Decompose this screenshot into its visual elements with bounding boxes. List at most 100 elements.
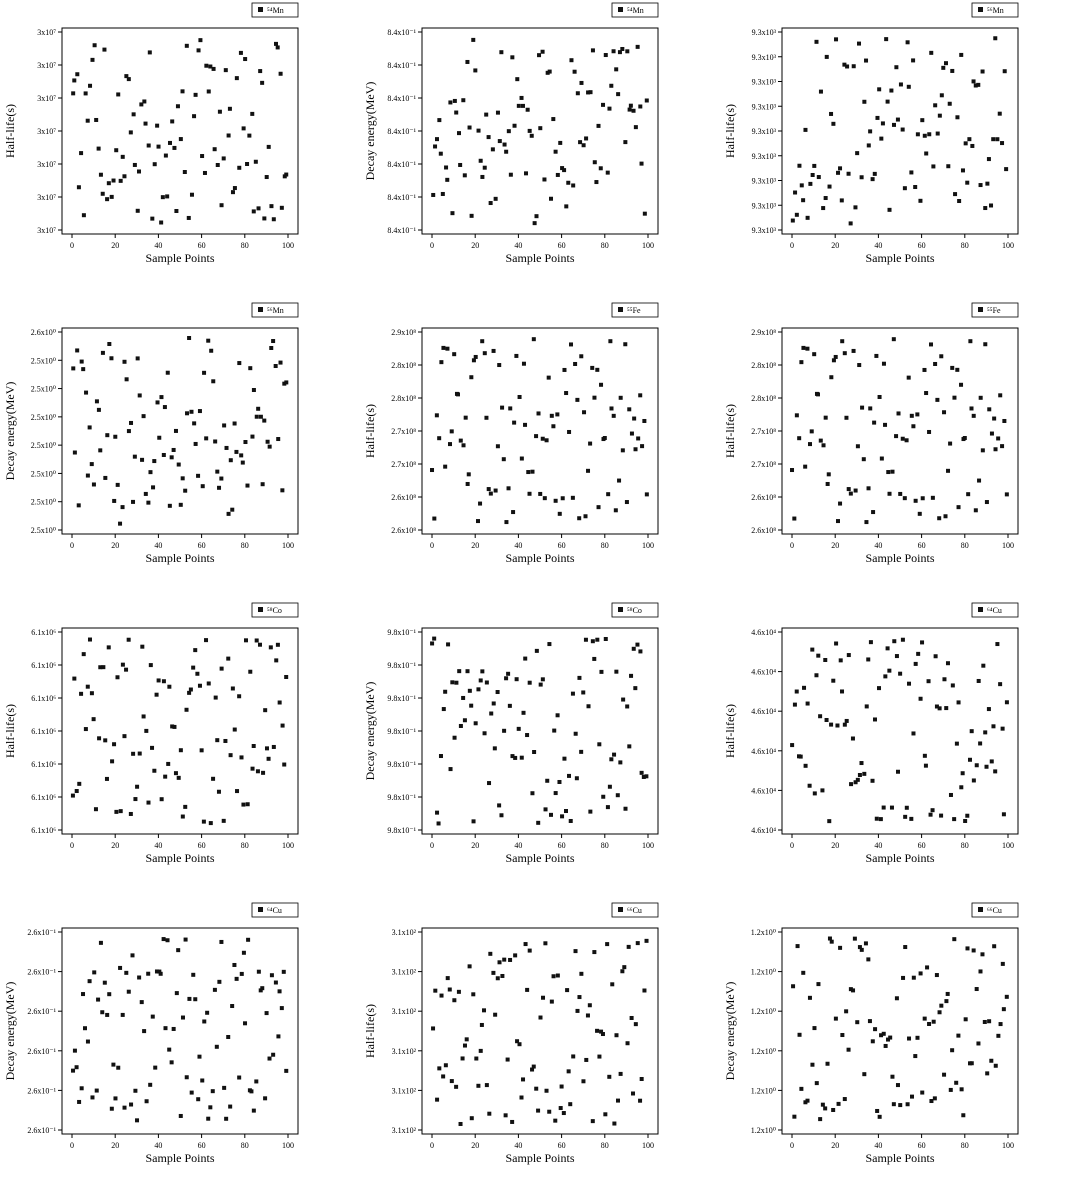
data-point <box>583 637 588 642</box>
data-point <box>193 997 198 1002</box>
scatter-series <box>790 337 1009 525</box>
data-point <box>887 668 892 673</box>
data-point <box>438 754 443 759</box>
data-point <box>112 742 117 747</box>
data-point <box>569 342 574 347</box>
data-point <box>895 769 900 774</box>
data-point <box>881 805 886 810</box>
data-point <box>602 436 607 441</box>
data-point <box>545 778 550 783</box>
data-point <box>441 707 446 712</box>
data-point <box>553 498 558 503</box>
x-tick-label: 20 <box>111 241 119 250</box>
y-tick-label: 2.5x10⁰ <box>31 413 56 422</box>
data-point <box>511 510 516 515</box>
data-point <box>196 473 201 478</box>
data-point <box>808 181 813 186</box>
legend: ⁵⁸Co <box>251 602 299 618</box>
data-point <box>549 999 554 1004</box>
data-point <box>171 447 176 452</box>
data-point <box>502 728 507 733</box>
data-point <box>814 39 819 44</box>
data-point <box>541 995 546 1000</box>
x-tick-label: 0 <box>790 1141 794 1150</box>
data-point <box>224 1116 229 1121</box>
data-point <box>75 72 80 77</box>
data-point <box>129 1102 134 1107</box>
data-point <box>997 111 1002 116</box>
data-point <box>476 687 481 692</box>
data-point <box>476 128 481 133</box>
y-tick-label: 3.1x10² <box>392 928 417 937</box>
data-point <box>922 753 927 758</box>
x-tick-label: 40 <box>154 241 162 250</box>
data-point <box>120 154 125 159</box>
data-point <box>945 991 950 996</box>
data-point <box>890 469 895 474</box>
data-point <box>159 220 164 225</box>
data-point <box>495 110 500 115</box>
data-point <box>586 468 591 473</box>
legend-label: ⁵⁸Co <box>267 606 282 615</box>
y-tick-label: 9.8x10⁻¹ <box>387 793 416 802</box>
data-point <box>165 370 170 375</box>
data-point <box>156 678 161 683</box>
data-point <box>887 491 892 496</box>
legend-label: ⁵⁴Mn <box>267 6 284 15</box>
x-tick-label: 100 <box>1002 541 1014 550</box>
data-point <box>493 1012 498 1017</box>
data-point <box>920 640 925 645</box>
data-point <box>165 938 170 943</box>
y-tick-label: 2.6x10⁻¹ <box>27 1086 56 1095</box>
data-point <box>573 949 578 954</box>
data-point <box>891 122 896 127</box>
data-point <box>230 686 235 691</box>
data-point <box>986 157 991 162</box>
data-point <box>266 756 271 761</box>
data-point <box>790 218 795 223</box>
data-point <box>962 436 967 441</box>
data-point <box>215 469 220 474</box>
data-point <box>894 434 899 439</box>
legend-label: ⁶⁶Cu <box>627 906 642 915</box>
y-axis-label: Decay energy(MeV) <box>363 682 377 781</box>
data-point <box>980 952 985 957</box>
data-point <box>900 637 905 642</box>
data-point <box>562 168 567 173</box>
data-point <box>562 367 567 372</box>
y-tick-label: 2.5x10⁰ <box>31 441 56 450</box>
data-point <box>246 937 251 942</box>
plot-frame <box>421 927 659 1135</box>
data-point <box>814 1081 819 1086</box>
data-point <box>475 519 480 524</box>
data-point <box>81 652 86 657</box>
data-point <box>256 206 261 211</box>
data-point <box>930 495 935 500</box>
data-point <box>141 714 146 719</box>
data-point <box>239 755 244 760</box>
data-point <box>866 486 871 491</box>
y-tick-label: 2.9x10⁸ <box>391 328 416 337</box>
data-point <box>493 488 498 493</box>
data-point <box>551 424 556 429</box>
data-point <box>122 734 127 739</box>
data-point <box>890 1074 895 1079</box>
data-point <box>132 454 137 459</box>
data-point <box>499 50 504 55</box>
y-tick-label: 4.6x10⁴ <box>751 628 776 637</box>
data-point <box>969 729 974 734</box>
x-tick-label: 20 <box>831 841 839 850</box>
data-point <box>161 452 166 457</box>
data-point <box>610 982 615 987</box>
data-point <box>950 1048 955 1053</box>
data-point <box>479 1022 484 1027</box>
data-point <box>950 68 955 73</box>
data-point <box>478 501 483 506</box>
data-point <box>161 679 166 684</box>
data-point <box>575 397 580 402</box>
y-tick-label: 9.8x10⁻¹ <box>387 661 416 670</box>
data-point <box>184 707 189 712</box>
data-point <box>551 117 556 122</box>
data-point <box>209 348 214 353</box>
data-point <box>189 409 194 414</box>
